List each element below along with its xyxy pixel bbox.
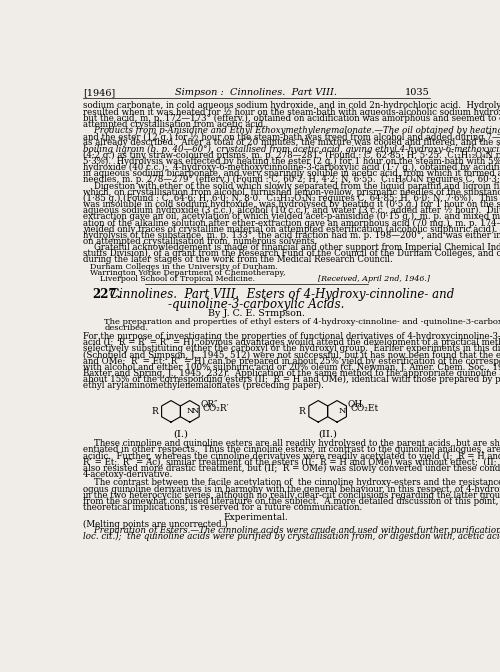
Text: (4·2 g.) as tiny straw-coloured prisms, m. p. 278—281° (Found : C, 62·85; H, 5·2: (4·2 g.) as tiny straw-coloured prisms, … — [82, 151, 500, 160]
Text: ogous quinoline derivatives is in harmony with the general behaviour, in this re: ogous quinoline derivatives is in harmon… — [82, 485, 500, 493]
Text: Experimental.: Experimental. — [224, 513, 288, 522]
Text: N: N — [187, 407, 194, 415]
Text: theoretical implications, is reserved for a future communication.: theoretical implications, is reserved fo… — [82, 503, 362, 512]
Text: and OMe;  R’ = Et;  R” = H) can be prepared in about 25% yield by esterification: and OMe; R’ = Et; R” = H) can be prepare… — [82, 357, 500, 366]
Text: OH: OH — [348, 401, 363, 409]
Text: also resisted more drastic treatment, but (II;  R = OMe) was slowly converted un: also resisted more drastic treatment, bu… — [82, 464, 500, 473]
Text: stuffs Division), of a grant from the Research Fund of the Council of the Durham: stuffs Division), of a grant from the Re… — [82, 249, 500, 259]
Text: but the acid, m. p. 172—173° (efferv.), obtained on acidification was amorphous : but the acid, m. p. 172—173° (efferv.), … — [82, 114, 500, 123]
Text: yielded only traces of crystalline material on attempted esterification (alcohol: yielded only traces of crystalline mater… — [82, 224, 500, 234]
Text: Cinnolines.  Part VIII.  Esters of 4-Hydroxy-cinnoline- and: Cinnolines. Part VIII. Esters of 4-Hydro… — [110, 288, 454, 301]
Text: and the ester (12 g.) for ½ hour on the steam-bath was freed from alcohol and ad: and the ester (12 g.) for ½ hour on the … — [82, 132, 500, 142]
Text: hydroxide (40 c.c.);  4-hydroxy-6-methoxycinnoline-3-carboxylic acid (1·7 g.), o: hydroxide (40 c.c.); 4-hydroxy-6-methoxy… — [82, 163, 500, 172]
Text: Products from p-Anisidine and Ethyl Ethoxymethylenemalonate.—The oil obtained by: Products from p-Anisidine and Ethyl Etho… — [82, 126, 500, 135]
Text: entiated in other respects.  Thus the cinnoline esters, in contrast to the quino: entiated in other respects. Thus the cin… — [82, 446, 500, 454]
Text: 227.: 227. — [92, 288, 120, 301]
Text: N: N — [192, 407, 199, 415]
Text: These cinnoline and quinoline esters are all readily hydrolysed to the parent ac: These cinnoline and quinoline esters are… — [82, 439, 500, 448]
Text: selectively substituting either the carboxyl or the hydroxyl group.  Earlier exp: selectively substituting either the carb… — [82, 344, 500, 353]
Text: Durham Colleges in the University of Durham.: Durham Colleges in the University of Dur… — [90, 263, 278, 271]
Text: (II.): (II.) — [318, 430, 337, 439]
Text: OR″: OR″ — [200, 401, 218, 409]
Text: R: R — [298, 407, 305, 416]
Text: Warrington Yorke Department of Chemotherapy,: Warrington Yorke Department of Chemother… — [90, 269, 286, 277]
Text: CO₂Et: CO₂Et — [350, 404, 378, 413]
Text: (Schofield and Simpson, J., 1945, 512) were not successful, but it has now been : (Schofield and Simpson, J., 1945, 512) w… — [82, 351, 500, 360]
Text: in the two heterocyclic series, although no really clear-cut conclusions regardi: in the two heterocyclic series, although… — [82, 491, 500, 500]
Text: about 15% of the corresponding esters (II;  R = H and OMe), identical with those: about 15% of the corresponding esters (I… — [82, 375, 500, 384]
Text: (Melting points are uncorrected.): (Melting points are uncorrected.) — [82, 520, 228, 529]
Text: on attempted crystallisation from, numerous solvents.: on attempted crystallisation from, numer… — [82, 237, 317, 246]
Text: acidic.  Further, whereas the cinnoline derivatives were readily acetylated to y: acidic. Further, whereas the cinnoline d… — [82, 452, 500, 460]
Text: Preparation of Esters.—The cinnoline acids were crude and used without further p: Preparation of Esters.—The cinnoline aci… — [82, 526, 500, 535]
Text: Simpson :  Cinnolines.  Part VIII.: Simpson : Cinnolines. Part VIII. — [176, 88, 337, 97]
Text: attempted crystallisation from acetic acid.: attempted crystallisation from acetic ac… — [82, 120, 266, 129]
Text: By J. C. E. Sᴛmpson.: By J. C. E. Sᴛmpson. — [208, 309, 305, 318]
Text: (I.): (I.) — [173, 430, 188, 439]
Text: The preparation and properties of ethyl esters of 4-hydroxy-cinnoline- and -quin: The preparation and properties of ethyl … — [104, 318, 500, 326]
Text: boiling ligroin (b. p. 40—60°), crystallised from acetic acid, giving ethyl 4-hy: boiling ligroin (b. p. 40—60°), crystall… — [82, 144, 500, 154]
Text: sodium carbonate, in cold aqueous sodium hydroxide, and in cold 2n-hydrochloric : sodium carbonate, in cold aqueous sodium… — [82, 101, 500, 110]
Text: in aqueous sodium bicarbonate, and very sparingly soluble in acetic acid, from w: in aqueous sodium bicarbonate, and very … — [82, 169, 500, 178]
Text: from the somewhat confused literature on the subject.  A more detailed discussio: from the somewhat confused literature on… — [82, 497, 500, 506]
Text: needles, m. p. 278—279° (efferv.) (Found : C, 60·2; H, 4·2; N, 6·55.  C₁₁H₈O₄N r: needles, m. p. 278—279° (efferv.) (Found… — [82, 175, 500, 185]
Text: resulted when it was heated for ½ hour on the steam-bath with aqueous-alcoholic : resulted when it was heated for ½ hour o… — [82, 108, 500, 117]
Text: hydrolysis of the substance, m. p. 133°, the acid fraction had m. p. 198—200°, a: hydrolysis of the substance, m. p. 133°,… — [82, 230, 500, 240]
Text: acid (I;  R = R’ = R” = H), obvious advantages would attend the development of a: acid (I; R = R’ = R” = H), obvious advan… — [82, 338, 500, 347]
Text: with alcohol and either 100% sulphuric acid or 20% oleum (cf. Newman, J. Amer. C: with alcohol and either 100% sulphuric a… — [82, 363, 500, 372]
Text: Digestion with ether of the solid which slowly separated from the liquid paraffi: Digestion with ether of the solid which … — [82, 181, 500, 190]
Text: 1035: 1035 — [405, 88, 430, 97]
Text: 4-acetoxy-derivative.: 4-acetoxy-derivative. — [82, 470, 173, 479]
Text: Grateful acknowledgement is made of financial and other support from Imperial Ch: Grateful acknowledgement is made of fina… — [82, 243, 500, 252]
Text: R: R — [151, 407, 158, 416]
Text: loc. cit.);  the quinoline acids were purified by crystallisation from, or diges: loc. cit.); the quinoline acids were pur… — [82, 532, 500, 542]
Text: N: N — [339, 407, 346, 415]
Text: 5·3%).  Hydrolysis was effected by heating the ester (2 g.) for 1 hour on the st: 5·3%). Hydrolysis was effected by heatin… — [82, 157, 500, 166]
Text: -quinoline-3-carboxylic Acids.: -quinoline-3-carboxylic Acids. — [168, 298, 344, 311]
Text: described.: described. — [104, 324, 148, 331]
Text: extraction gave an oil, acetylation of which yielded acet-p-anisidide (0·15 g.),: extraction gave an oil, acetylation of w… — [82, 212, 500, 222]
Text: aqueous sodium hydroxide (3 c.c.), alcohol (10 c.c.), and water (3 c.c., added a: aqueous sodium hydroxide (3 c.c.), alcoh… — [82, 206, 500, 216]
Text: (1·85 g.) (Found : C, 64·6; H, 6·0; N, 8·0.  C₁₂H₁₂O₃N₂ requires C, 64·85; H, 6·: (1·85 g.) (Found : C, 64·6; H, 6·0; N, 8… — [82, 194, 500, 203]
Text: which, on crystallisation from alcohol, furnished lemon-yellow, prismatic needle: which, on crystallisation from alcohol, … — [82, 187, 500, 197]
Text: [Received, April 2nd, 1946.]: [Received, April 2nd, 1946.] — [318, 275, 430, 283]
Text: CO₂R′: CO₂R′ — [203, 404, 230, 413]
Text: ation of the alkaline solution after ether-extraction gave an amorphous acid (70: ation of the alkaline solution after eth… — [82, 218, 500, 228]
Text: Baxter and Spring, J., 1945, 232).  Application of the same method to the approp: Baxter and Spring, J., 1945, 232). Appli… — [82, 369, 500, 378]
Text: as already described.  After a total of 20 minutes, the mixture was cooled and f: as already described. After a total of 2… — [82, 138, 500, 147]
Text: during the later stages of the work from the Medical Research Council.: during the later stages of the work from… — [82, 255, 392, 264]
Text: The contrast between the facile acetylation of  the cinnoline hydroxy-esters and: The contrast between the facile acetylat… — [82, 478, 500, 487]
Text: ethyl arylaminomethylenemalonates (preceding paper).: ethyl arylaminomethylenemalonates (prece… — [82, 381, 324, 390]
Text: was insoluble in cold sodium hydroxide, was hydrolysed by heating it (0·5 g.) fo: was insoluble in cold sodium hydroxide, … — [82, 200, 500, 209]
Text: R’ = Et;  R” = Ac), similar treatment of the esters (II;  R = H and OMe) was wit: R’ = Et; R” = Ac), similar treatment of … — [82, 458, 500, 466]
Text: For the purpose of investigating the properties of functional derivatives of 4-h: For the purpose of investigating the pro… — [82, 332, 500, 341]
Text: Liverpool School of Tropical Medicine.: Liverpool School of Tropical Medicine. — [90, 275, 256, 283]
Text: [1946]: [1946] — [82, 88, 115, 97]
